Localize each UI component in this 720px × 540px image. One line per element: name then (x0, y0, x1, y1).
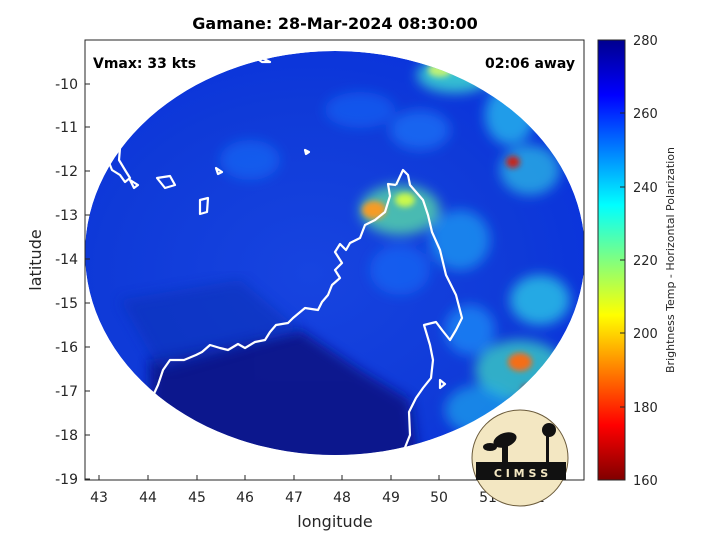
x-tick-label: 49 (382, 490, 400, 506)
y-tick-label: -11 (55, 120, 78, 136)
colorbar-tick: 220 (633, 254, 658, 269)
x-axis-label: longitude (297, 512, 372, 531)
y-tick-label: -15 (55, 296, 78, 312)
x-tick-label: 45 (188, 490, 206, 506)
colorbar-tick: 200 (633, 327, 658, 342)
x-tick-label: 50 (430, 490, 448, 506)
y-tick-label: -13 (55, 208, 78, 224)
logo-text: C I M S S (494, 467, 548, 480)
time-away-label: 02:06 away (485, 56, 575, 72)
x-tick-label: 44 (139, 490, 157, 506)
y-tick-label: -17 (55, 384, 78, 400)
y-tick-label: -18 (55, 428, 78, 444)
colorbar-label: Brightness Temp - Horizontal Polarizatio… (664, 147, 677, 373)
x-tick-label: 48 (333, 490, 351, 506)
y-tick-label: -14 (55, 252, 78, 268)
y-tick-label: -10 (55, 77, 78, 93)
cimss-logo: C I M S S (472, 410, 568, 506)
colorbar-tick: 180 (633, 401, 658, 416)
map-title: Gamane: 28-Mar-2024 08:30:00 (192, 14, 477, 33)
colorbar: 280 260 240 220 200 180 160 Brightness T… (598, 34, 677, 489)
y-axis-label: latitude (26, 229, 45, 290)
x-tick-label: 47 (285, 490, 303, 506)
y-tick-label: -19 (55, 472, 78, 488)
colorbar-tick: 240 (633, 181, 658, 196)
colorbar-tick: 280 (633, 34, 658, 49)
x-tick-label: 43 (90, 490, 108, 506)
x-tick-label: 46 (236, 490, 254, 506)
y-tick-label: -12 (55, 164, 78, 180)
colorbar-tick: 260 (633, 107, 658, 122)
y-tick-label: -16 (55, 340, 78, 356)
vmax-label: Vmax: 33 kts (93, 56, 196, 72)
colorbar-tick: 160 (633, 474, 658, 489)
